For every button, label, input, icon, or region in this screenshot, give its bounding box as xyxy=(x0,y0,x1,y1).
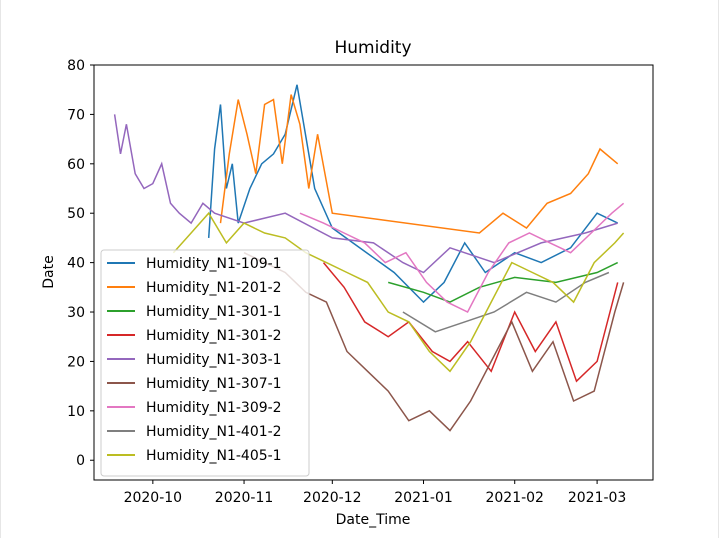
y-tick-label: 10 xyxy=(67,404,85,420)
y-tick-label: 60 xyxy=(67,157,85,173)
legend-label: Humidity_N1-307-1 xyxy=(146,376,282,392)
series-line-5 xyxy=(113,114,618,274)
series-line-8 xyxy=(402,271,610,333)
x-tick-label: 2021-02 xyxy=(485,490,544,506)
chart-title: Humidity xyxy=(334,38,411,58)
legend-label: Humidity_N1-303-1 xyxy=(146,352,282,368)
y-tick-label: 0 xyxy=(76,453,85,469)
plot-area-border xyxy=(93,64,654,481)
y-axis-label: Date xyxy=(41,255,57,288)
series-line-3 xyxy=(387,261,619,303)
legend-label: Humidity_N1-301-1 xyxy=(146,304,282,320)
x-tick-label: 2020-10 xyxy=(124,490,183,506)
y-tick-label: 30 xyxy=(67,305,85,321)
legend-label: Humidity_N1-309-2 xyxy=(146,400,282,416)
y-tick-label: 20 xyxy=(67,354,85,370)
legend-label: Humidity_N1-401-2 xyxy=(146,424,282,440)
series-line-2 xyxy=(219,94,619,234)
x-axis-label: Date_Time xyxy=(336,512,411,528)
y-tick-label: 50 xyxy=(67,206,85,222)
y-axis: 0 10 20 30 40 50 60 70 80 xyxy=(67,58,94,469)
x-tick-label: 2021-01 xyxy=(394,490,453,506)
x-axis: 2020-10 2020-11 2020-12 2021-01 2021-02 2021-… xyxy=(124,480,627,506)
x-tick-label: 2020-11 xyxy=(215,490,274,506)
legend-label: Humidity_N1-301-2 xyxy=(146,328,282,344)
series-line-4 xyxy=(322,262,619,383)
legend-label: Humidity_N1-405-1 xyxy=(146,448,282,464)
series-line-7 xyxy=(299,202,625,313)
x-tick-label: 2021-03 xyxy=(568,490,627,506)
y-tick-label: 70 xyxy=(67,107,85,123)
chart-legend: Humidity_N1-109-1 Humidity_N1-201-2 Humidi… xyxy=(100,249,310,477)
legend-label: Humidity_N1-109-1 xyxy=(146,256,282,272)
legend-box xyxy=(100,249,310,477)
x-tick-label: 2020-12 xyxy=(303,490,362,506)
y-tick-label: 80 xyxy=(67,58,85,74)
legend-label: Humidity_N1-201-2 xyxy=(146,280,282,296)
series-line-9 xyxy=(172,211,625,373)
y-tick-label: 40 xyxy=(67,256,85,272)
